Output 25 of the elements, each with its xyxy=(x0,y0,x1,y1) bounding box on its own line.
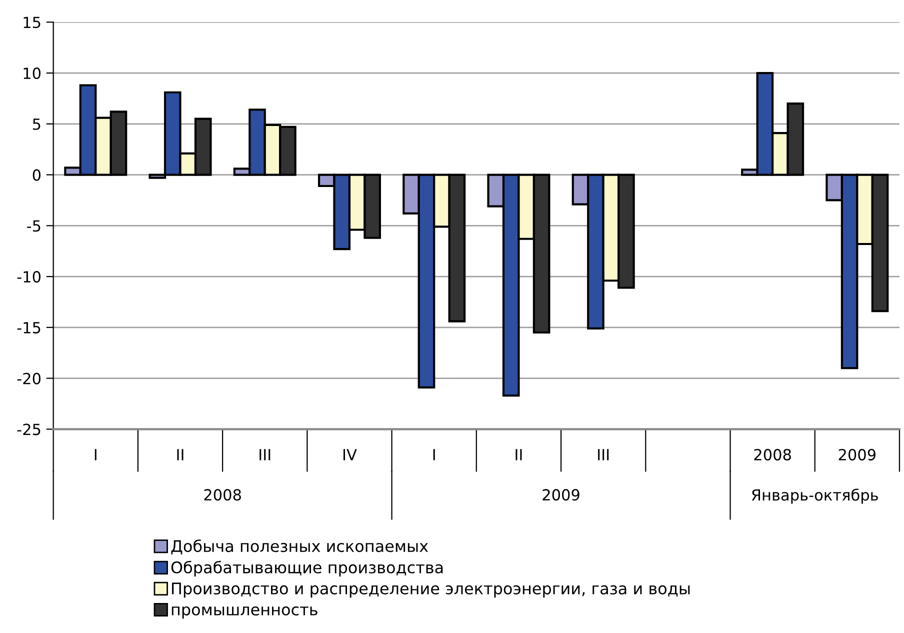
y-tick-label: 15 xyxy=(24,16,40,28)
x-tick-label: II xyxy=(177,449,184,460)
text: Январь-октябрь xyxy=(752,488,878,504)
y-tick-label: 0 xyxy=(32,169,41,181)
legend-label: Производство и распределение электроэнергии, газа и воды xyxy=(172,582,690,598)
x-tick-label: IV xyxy=(344,449,357,460)
x-tick-label: 2008 xyxy=(754,448,791,460)
legend-label: Обрабатывающие производства xyxy=(171,560,443,577)
y-tick-label: 5 xyxy=(32,118,40,130)
y-tick-label: -5 xyxy=(27,220,40,232)
x-tick-label: III xyxy=(598,449,609,460)
legend-label: Добыча полезных ископаемых xyxy=(171,539,428,554)
y-tick-label: -20 xyxy=(17,372,41,384)
text: 2009 xyxy=(542,489,580,501)
y-tick-label: 10 xyxy=(24,68,41,80)
y-tick-label: -10 xyxy=(17,271,41,283)
y-tick-label: -25 xyxy=(17,424,40,436)
x-tick-label: III xyxy=(260,449,270,460)
legend-label: промышленность xyxy=(172,606,318,619)
x-tick-label: I xyxy=(94,449,96,460)
y-tick-label: -15 xyxy=(17,322,40,334)
text: 2008 xyxy=(204,489,241,501)
x-tick-label: II xyxy=(516,449,522,460)
x-tick-label: I xyxy=(433,449,435,460)
x-tick-label: 2009 xyxy=(838,448,876,460)
